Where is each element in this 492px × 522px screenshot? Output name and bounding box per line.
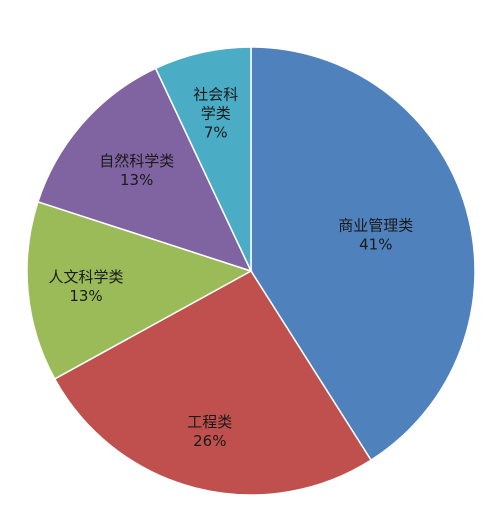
- slice-category-label: 人文科学类: [48, 268, 123, 286]
- slice-category-label: 商业管理类: [338, 216, 413, 234]
- pie-slice-4: [154, 46, 252, 272]
- slice-label-1: 工程类 26%: [187, 413, 232, 450]
- slice-label-2: 人文科学类 13%: [48, 268, 123, 305]
- slice-percent-label: 26%: [193, 432, 226, 450]
- slice-category-label: 学类: [201, 105, 231, 123]
- slice-category-label: 社会科: [193, 86, 238, 104]
- pie-slice-2: [26, 200, 253, 380]
- slices-layer: [26, 46, 476, 496]
- slice-label-3: 自然科学类 13%: [99, 152, 174, 189]
- pie-slice-3: [37, 67, 253, 273]
- slice-category-label: 工程类: [187, 413, 232, 431]
- slice-percent-label: 13%: [69, 287, 102, 305]
- slice-percent-label: 13%: [120, 171, 153, 189]
- slice-percent-label: 41%: [359, 235, 392, 253]
- slice-label-4: 社会科学类 7%: [193, 86, 238, 142]
- pie-slice-0: [250, 46, 476, 462]
- pie-slice-1: [53, 270, 373, 496]
- labels-layer: 商业管理类 41%工程类 26%人文科学类 13%自然科学类 13%社会科学类 7%: [48, 86, 413, 451]
- slice-percent-label: 7%: [204, 124, 228, 142]
- slice-category-label: 自然科学类: [99, 152, 174, 170]
- slice-label-0: 商业管理类 41%: [338, 216, 413, 253]
